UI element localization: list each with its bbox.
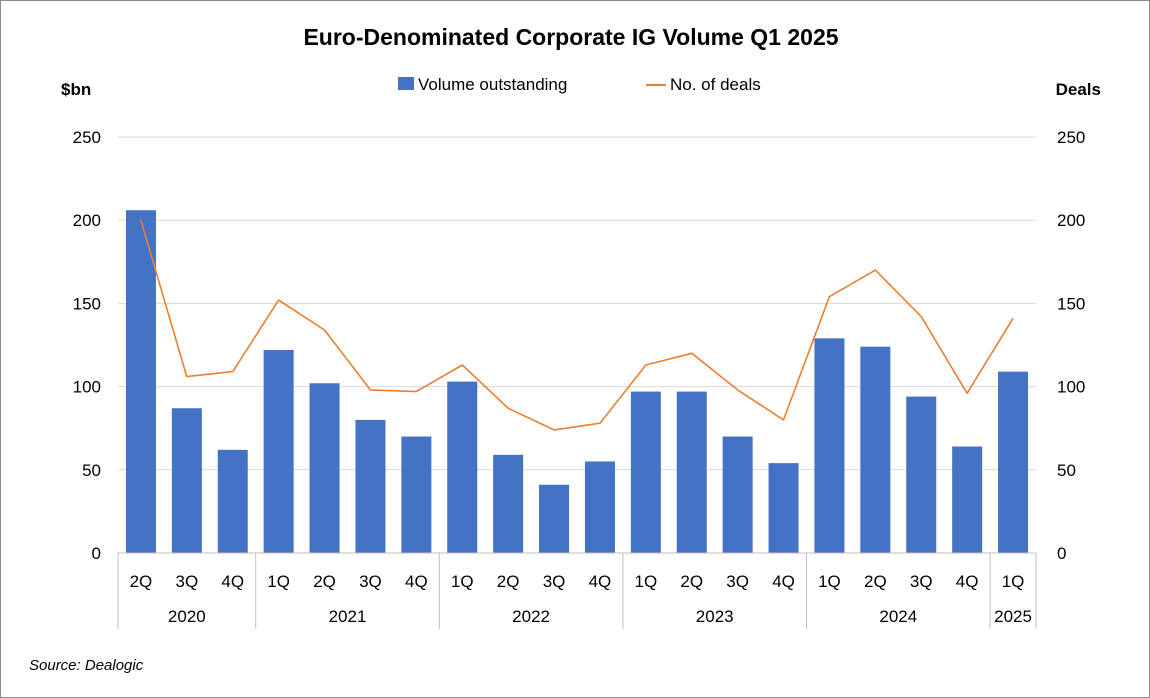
left-tick-label: 150 (73, 294, 101, 313)
right-tick-label: 200 (1057, 211, 1085, 230)
category-label: 4Q (589, 572, 612, 591)
category-label: 4Q (772, 572, 795, 591)
category-label: 3Q (910, 572, 933, 591)
chart-title: Euro-Denominated Corporate IG Volume Q1 … (303, 24, 838, 50)
year-label: 2020 (168, 607, 206, 626)
bar (952, 446, 983, 553)
bar (630, 391, 661, 553)
right-tick-label: 50 (1057, 461, 1076, 480)
year-label: 2025 (994, 607, 1032, 626)
year-label: 2021 (329, 607, 367, 626)
left-tick-label: 0 (92, 544, 101, 563)
bar (447, 381, 478, 553)
source-note: Source: Dealogic (29, 657, 144, 674)
category-label: 1Q (818, 572, 841, 591)
bar (493, 454, 524, 553)
bar (676, 391, 707, 553)
category-label: 1Q (451, 572, 474, 591)
year-label: 2023 (696, 607, 734, 626)
year-label: 2022 (512, 607, 550, 626)
bar (401, 436, 432, 553)
left-tick-label: 100 (73, 378, 101, 397)
bar (584, 461, 615, 553)
category-label: 3Q (176, 572, 199, 591)
bar (309, 383, 340, 553)
bar (768, 463, 799, 553)
right-tick-label: 250 (1057, 128, 1085, 147)
category-label: 2Q (497, 572, 520, 591)
legend-bar-swatch (398, 77, 414, 90)
left-tick-label: 250 (73, 128, 101, 147)
right-axis-title: Deals (1056, 80, 1101, 99)
right-tick-label: 100 (1057, 378, 1085, 397)
bar (998, 371, 1029, 553)
bar (355, 419, 386, 553)
category-label: 4Q (956, 572, 979, 591)
bar (814, 338, 845, 553)
category-label: 3Q (543, 572, 566, 591)
bar (263, 349, 294, 553)
right-tick-label: 0 (1057, 544, 1066, 563)
bar (906, 396, 937, 553)
left-tick-label: 200 (73, 211, 101, 230)
category-label: 3Q (359, 572, 382, 591)
deals-line (140, 219, 1014, 431)
left-tick-label: 50 (82, 461, 101, 480)
right-tick-label: 150 (1057, 294, 1085, 313)
legend-line-label: No. of deals (670, 75, 761, 94)
category-label: 1Q (635, 572, 658, 591)
category-label: 1Q (267, 572, 290, 591)
bar (860, 346, 891, 553)
category-label: 3Q (726, 572, 749, 591)
bar (125, 210, 156, 553)
category-label: 4Q (405, 572, 428, 591)
bar (171, 408, 202, 553)
bar (722, 436, 753, 553)
category-label: 4Q (221, 572, 244, 591)
category-label: 2Q (130, 572, 153, 591)
left-axis-title: $bn (61, 80, 91, 99)
category-label: 2Q (680, 572, 703, 591)
bar (539, 484, 570, 553)
category-label: 2Q (313, 572, 336, 591)
category-label: 2Q (864, 572, 887, 591)
legend-bar-label: Volume outstanding (418, 75, 567, 94)
bar (217, 449, 248, 553)
category-label: 1Q (1002, 572, 1025, 591)
year-label: 2024 (879, 607, 917, 626)
